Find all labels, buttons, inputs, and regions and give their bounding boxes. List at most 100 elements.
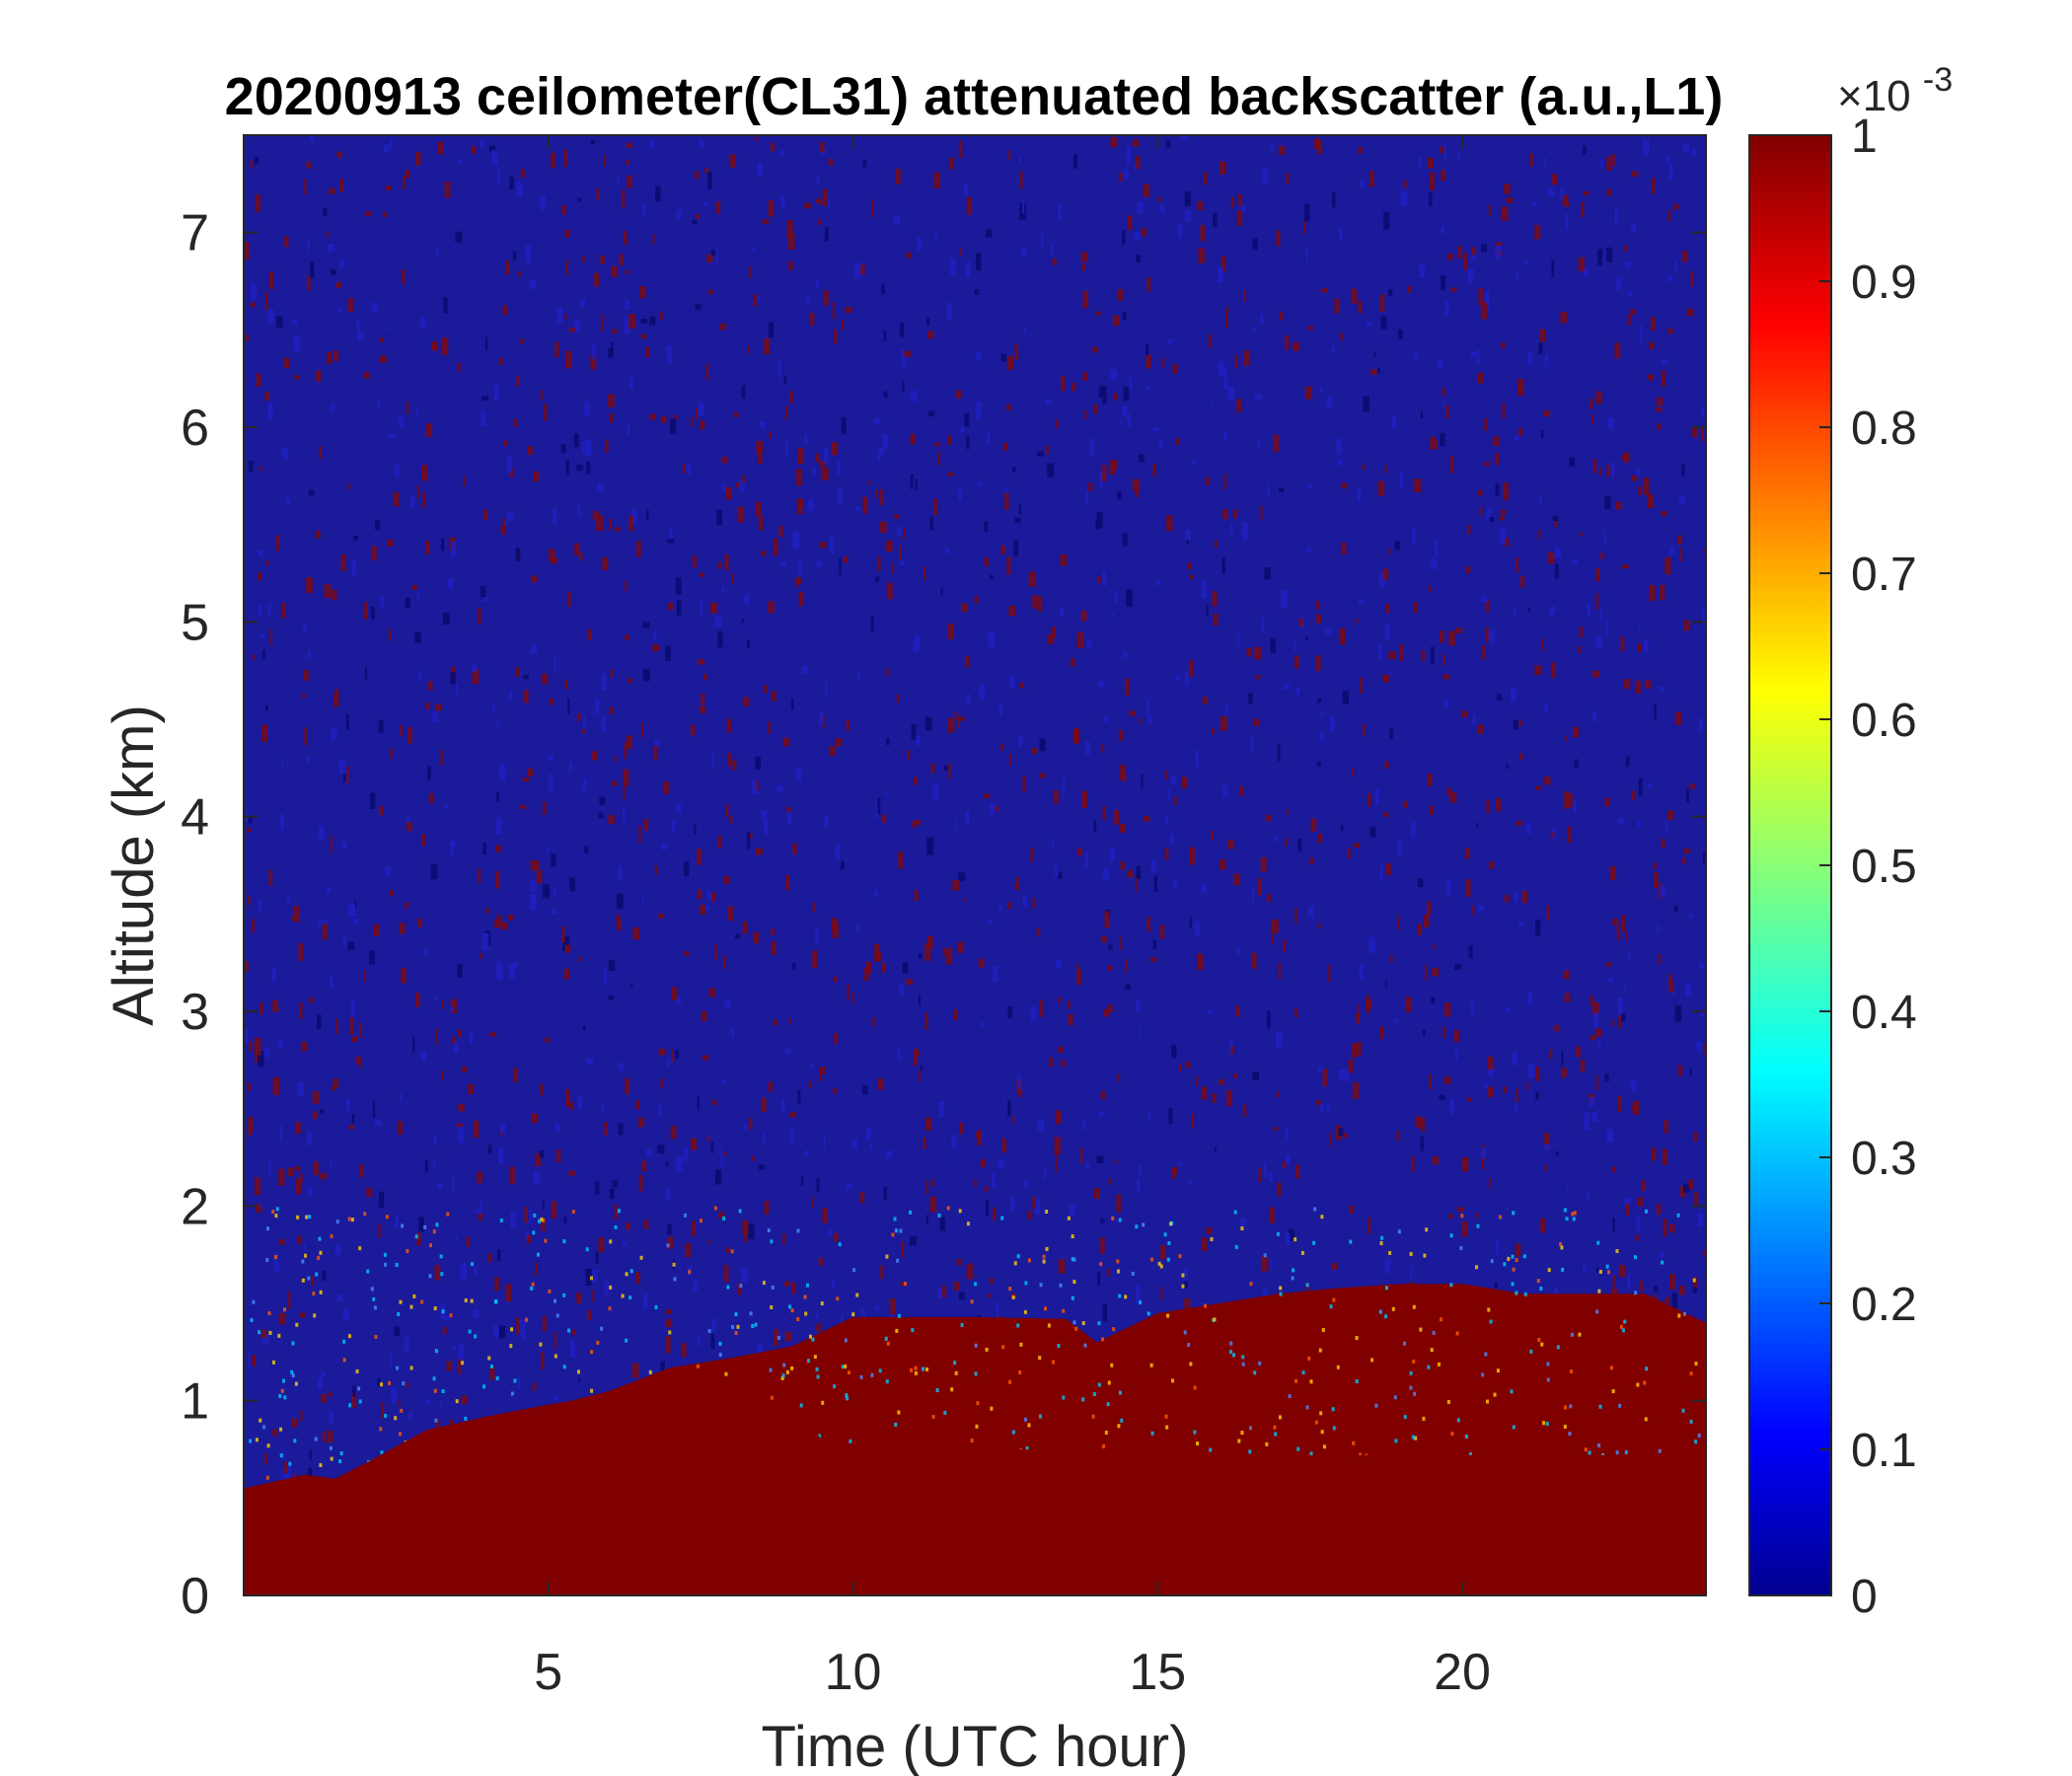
noise-pixel	[1237, 193, 1243, 206]
noise-pixel	[640, 722, 643, 738]
noise-pixel	[897, 1047, 901, 1060]
noise-pixel	[347, 298, 353, 312]
noise-pixel	[683, 1146, 689, 1162]
noise-pixel	[1390, 954, 1393, 963]
noise-pixel	[1468, 945, 1473, 959]
noise-pixel	[379, 337, 384, 342]
noise-pixel	[649, 316, 656, 326]
noise-pixel	[870, 615, 874, 632]
noise-pixel	[1593, 1012, 1599, 1028]
noise-pixel	[1635, 1234, 1639, 1241]
noise-pixel	[1460, 710, 1467, 718]
noise-pixel	[598, 1237, 605, 1253]
noise-pixel	[1394, 541, 1400, 551]
sparkle-pixel	[461, 1361, 465, 1366]
noise-pixel	[1637, 643, 1642, 652]
sparkle-pixel	[271, 1210, 275, 1215]
sparkle-pixel	[544, 1238, 548, 1243]
noise-pixel	[1180, 136, 1188, 141]
noise-pixel	[900, 323, 905, 337]
sparkle-pixel	[937, 1213, 941, 1218]
noise-pixel	[666, 345, 672, 363]
noise-pixel	[923, 1137, 926, 1149]
noise-pixel	[1668, 162, 1673, 180]
noise-pixel	[1623, 981, 1626, 991]
noise-pixel	[658, 1048, 666, 1056]
noise-pixel	[375, 519, 381, 531]
noise-pixel	[964, 183, 969, 195]
noise-pixel	[569, 877, 576, 892]
noise-pixel	[449, 1006, 455, 1011]
noise-pixel	[881, 284, 885, 295]
sparkle-pixel	[394, 1416, 398, 1421]
sparkle-pixel	[1559, 1242, 1563, 1247]
noise-pixel	[1654, 871, 1659, 888]
noise-pixel	[1338, 1069, 1345, 1080]
sparkle-pixel	[420, 1299, 424, 1304]
noise-pixel	[1591, 1001, 1599, 1015]
noise-pixel	[1080, 610, 1087, 622]
noise-pixel	[1605, 620, 1608, 636]
noise-pixel	[456, 1123, 463, 1128]
noise-pixel	[926, 837, 934, 855]
noise-pixel	[880, 488, 884, 506]
noise-pixel	[1688, 914, 1694, 920]
noise-pixel	[1307, 906, 1314, 919]
noise-pixel	[1271, 919, 1279, 933]
noise-pixel	[720, 1078, 727, 1084]
noise-pixel	[737, 506, 745, 523]
noise-pixel	[1052, 838, 1055, 848]
noise-pixel	[788, 260, 793, 270]
noise-pixel	[421, 834, 426, 847]
noise-pixel	[1284, 334, 1290, 350]
noise-pixel	[1319, 386, 1324, 393]
noise-pixel	[529, 1208, 533, 1224]
noise-pixel	[1617, 998, 1623, 1015]
noise-pixel	[532, 1382, 537, 1391]
sparkle-pixel	[1073, 1320, 1076, 1325]
noise-pixel	[330, 1162, 333, 1168]
noise-pixel	[694, 823, 697, 835]
noise-pixel	[743, 594, 750, 606]
noise-pixel	[1666, 810, 1674, 820]
noise-pixel	[710, 892, 716, 902]
noise-pixel	[516, 375, 521, 387]
sparkle-pixel	[1193, 1385, 1197, 1390]
noise-pixel	[748, 1223, 755, 1239]
sparkle-pixel	[1546, 1362, 1550, 1367]
noise-pixel	[721, 587, 725, 593]
sparkle-pixel	[540, 1217, 544, 1221]
noise-pixel	[1270, 1259, 1274, 1269]
noise-pixel	[529, 279, 537, 290]
sparkle-pixel	[749, 1311, 753, 1316]
noise-pixel	[822, 188, 829, 207]
noise-pixel	[681, 1343, 687, 1358]
noise-pixel	[710, 250, 717, 256]
sparkle-pixel	[1295, 1378, 1298, 1383]
noise-pixel	[1623, 678, 1631, 690]
noise-pixel	[645, 1148, 653, 1156]
noise-pixel	[1084, 1163, 1090, 1169]
noise-pixel	[1486, 799, 1490, 814]
noise-pixel	[1481, 244, 1488, 253]
sparkle-pixel	[384, 1262, 388, 1267]
noise-pixel	[336, 151, 342, 158]
noise-pixel	[667, 1236, 674, 1249]
noise-pixel	[715, 247, 718, 264]
sparkle-pixel	[1537, 1337, 1541, 1342]
noise-pixel	[1116, 1194, 1122, 1213]
noise-pixel	[1543, 1144, 1550, 1150]
noise-pixel	[976, 253, 982, 271]
noise-pixel	[868, 1144, 873, 1150]
noise-pixel	[268, 1161, 271, 1176]
noise-pixel	[1606, 156, 1613, 171]
sparkle-pixel	[1571, 1212, 1575, 1217]
sparkle-pixel	[1349, 1239, 1353, 1244]
noise-pixel	[998, 1158, 1004, 1169]
sparkle-pixel	[1644, 1209, 1648, 1214]
noise-pixel	[1600, 158, 1603, 168]
noise-pixel	[281, 756, 284, 767]
noise-pixel	[250, 284, 258, 300]
noise-pixel	[1682, 857, 1686, 864]
